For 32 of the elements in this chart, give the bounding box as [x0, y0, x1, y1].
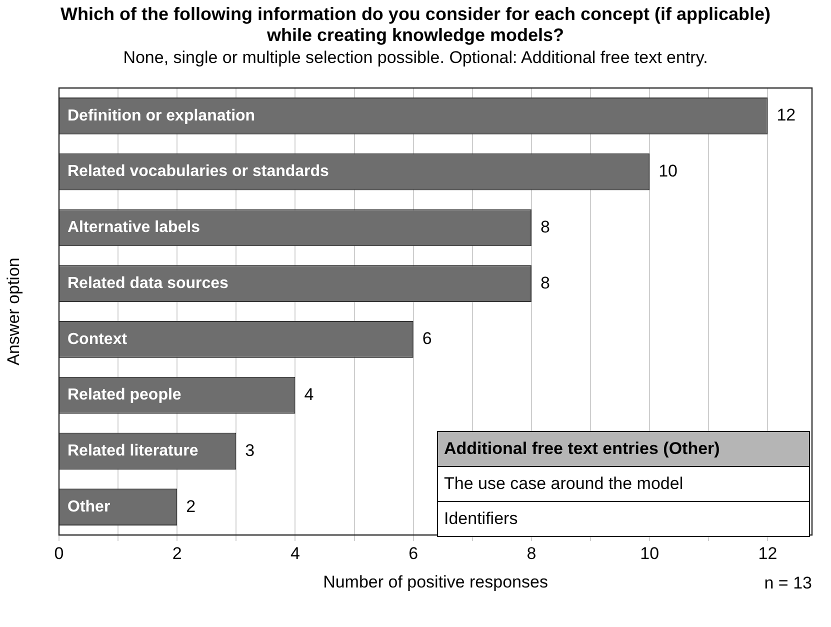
y-tick-label: Related vocabularies or standards: [68, 163, 330, 180]
data-label: 4: [304, 385, 314, 404]
data-label: 8: [540, 273, 550, 292]
chart-title: Which of the following information do you consider for each concept (if applicable) while creating knowledge models?: [59, 4, 772, 46]
y-tick-label: Related data sources: [68, 274, 229, 292]
y-axis-title: Answer option: [4, 258, 23, 366]
y-tick-label: Definition or explanation: [68, 107, 256, 124]
y-tick-label: Related literature: [68, 442, 198, 460]
annotation: The use case around the model: [438, 466, 809, 501]
text: n = 13: [764, 574, 812, 593]
x-tick-label: 8: [526, 544, 536, 563]
annotation: Additional free text entries (Other): [438, 432, 809, 466]
x-tick-label: 2: [172, 544, 182, 563]
x-axis-title: Number of positive responses: [323, 572, 548, 592]
x-tick-label: 6: [408, 544, 418, 563]
data-label: 12: [776, 106, 796, 125]
annotation: Identifiers: [438, 501, 809, 536]
x-tick-label: 12: [758, 544, 778, 563]
y-tick-label: Alternative labels: [68, 219, 200, 236]
y-tick-label: Other: [68, 498, 110, 516]
data-label: 8: [540, 217, 550, 236]
data-label: 2: [186, 496, 196, 516]
data-label: 6: [422, 329, 432, 348]
text-table: Additional free text entries (Other) The use case around the model Identifiers: [437, 431, 810, 537]
y-tick-label: Related people: [68, 386, 182, 404]
data-label: 10: [658, 162, 678, 180]
x-tick-label: 4: [290, 544, 300, 563]
y-tick-label: Context: [68, 330, 128, 348]
chart-subtitle: None, single or multiple selection possible. Optional: Additional free text entry.: [122, 48, 709, 68]
data-label: 3: [245, 440, 255, 460]
x-tick-label: 0: [54, 544, 64, 563]
x-tick-label: 10: [640, 544, 660, 563]
